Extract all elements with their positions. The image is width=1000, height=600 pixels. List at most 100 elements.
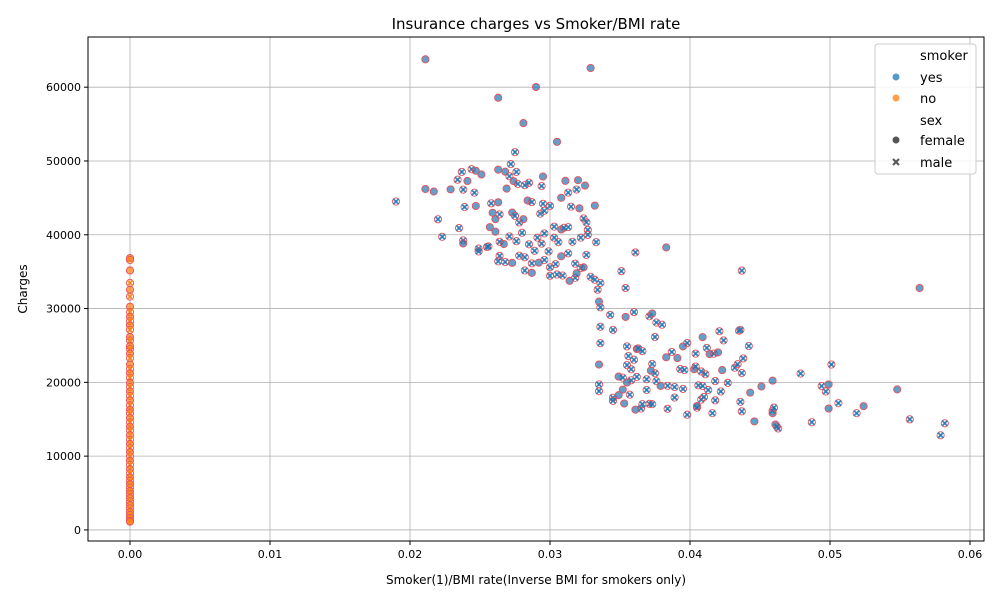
data-point-yes-male — [564, 188, 573, 197]
data-point-yes-male — [520, 181, 529, 190]
data-point-yes-male — [657, 320, 667, 329]
data-point-no-female — [125, 517, 135, 526]
data-point-yes-male — [650, 332, 660, 342]
data-point-yes-female — [421, 55, 430, 64]
data-point-yes-male — [550, 222, 559, 231]
data-point-yes-female — [656, 381, 665, 390]
data-point-yes-female — [586, 63, 595, 73]
data-point-yes-male — [625, 390, 634, 399]
data-point-yes-female — [648, 309, 657, 318]
data-point-yes-male — [624, 351, 633, 361]
data-point-yes-male — [433, 215, 443, 224]
data-point-yes-male — [940, 419, 949, 428]
data-point-yes-male — [540, 206, 549, 215]
data-point-yes-female — [579, 263, 588, 272]
data-point-no-male — [125, 255, 135, 265]
data-point-yes-male — [678, 384, 688, 393]
data-point-yes-male — [593, 285, 602, 294]
data-point-yes-male — [711, 377, 720, 386]
data-point-no-male — [125, 292, 135, 301]
data-point-no-female — [125, 266, 135, 275]
data-point-yes-male — [627, 376, 636, 385]
data-point-yes-male — [736, 325, 745, 334]
data-point-yes-female — [580, 181, 590, 190]
data-point-yes-male — [683, 410, 692, 419]
legend: smoker yes no sex female male — [874, 43, 977, 175]
x-tick-label: 0.04 — [678, 548, 703, 561]
data-point-yes-female — [534, 258, 543, 267]
data-point-yes-male — [670, 383, 679, 392]
legend-label-yes: yes — [920, 71, 943, 86]
data-point-yes-male — [638, 347, 647, 356]
data-point-yes-male — [632, 372, 641, 381]
y-tick-label: 20000 — [46, 376, 81, 389]
data-point-yes-male — [558, 271, 567, 280]
data-point-yes-male — [691, 349, 700, 358]
data-point-yes-male — [453, 175, 462, 184]
data-point-yes-female — [915, 283, 924, 293]
data-point-yes-male — [545, 263, 555, 272]
data-point-yes-male — [736, 397, 745, 406]
data-point-yes-female — [622, 378, 632, 387]
data-point-yes-male — [606, 310, 615, 319]
legend-label-female: female — [920, 134, 965, 149]
data-point-yes-male — [629, 308, 639, 317]
data-point-no-female — [125, 302, 135, 311]
data-point-yes-male — [582, 250, 591, 259]
data-point-yes-male — [540, 229, 549, 238]
data-point-yes-female — [552, 137, 562, 146]
data-point-yes-male — [487, 199, 496, 208]
legend-marker-male — [892, 158, 900, 166]
data-point-yes-male — [559, 223, 569, 232]
x-tick-label: 0.06 — [958, 548, 983, 561]
legend-marker-no — [892, 94, 900, 102]
data-point-yes-male — [631, 248, 640, 257]
data-point-yes-male — [697, 367, 706, 376]
data-point-yes-male — [852, 409, 861, 418]
data-point-yes-female — [557, 193, 566, 202]
data-point-yes-male — [572, 185, 581, 194]
data-point-yes-male — [564, 249, 573, 258]
data-point-yes-male — [936, 431, 945, 440]
y-tick-label: 60000 — [46, 81, 81, 94]
y-tick-label: 10000 — [46, 450, 81, 463]
data-point-yes-male — [510, 148, 520, 157]
data-point-yes-male — [583, 230, 592, 239]
data-point-yes-female — [561, 176, 570, 185]
data-point-yes-female — [590, 201, 599, 210]
y-tick-label: 0 — [74, 524, 81, 537]
data-point-yes-male — [739, 354, 748, 363]
data-point-yes-female — [527, 268, 536, 277]
data-point-yes-male — [650, 369, 660, 378]
data-point-yes-female — [459, 239, 468, 248]
x-tick-label: 0.00 — [118, 548, 143, 561]
data-point-yes-male — [667, 347, 676, 357]
data-point-yes-female — [698, 333, 707, 342]
data-point-yes-male — [582, 218, 591, 227]
data-point-yes-female — [573, 176, 583, 185]
data-point-yes-female — [446, 185, 455, 194]
data-point-yes-female — [768, 376, 777, 385]
data-point-yes-female — [477, 170, 486, 179]
data-point-yes-female — [502, 184, 511, 193]
data-point-yes-male — [494, 257, 503, 266]
data-point-yes-male — [733, 360, 742, 369]
data-point-yes-male — [796, 369, 805, 378]
data-point-yes-female — [692, 401, 702, 411]
data-point-yes-male — [391, 197, 401, 206]
data-point-yes-male — [716, 387, 725, 396]
data-point-yes-male — [459, 185, 468, 194]
y-tick-label: 50000 — [46, 155, 81, 168]
data-point-yes-male — [592, 238, 601, 247]
data-point-yes-male — [629, 355, 639, 364]
data-point-no-male — [125, 278, 135, 287]
data-point-yes-female — [750, 417, 759, 426]
x-tick-label: 0.03 — [538, 548, 563, 561]
data-point-no-female — [125, 254, 135, 263]
x-tick-label: 0.01 — [258, 548, 283, 561]
data-point-yes-male — [821, 387, 830, 396]
data-point-yes-female — [494, 198, 503, 207]
data-point-yes-female — [508, 258, 517, 267]
data-point-yes-male — [517, 228, 527, 237]
data-point-yes-male — [594, 380, 604, 389]
